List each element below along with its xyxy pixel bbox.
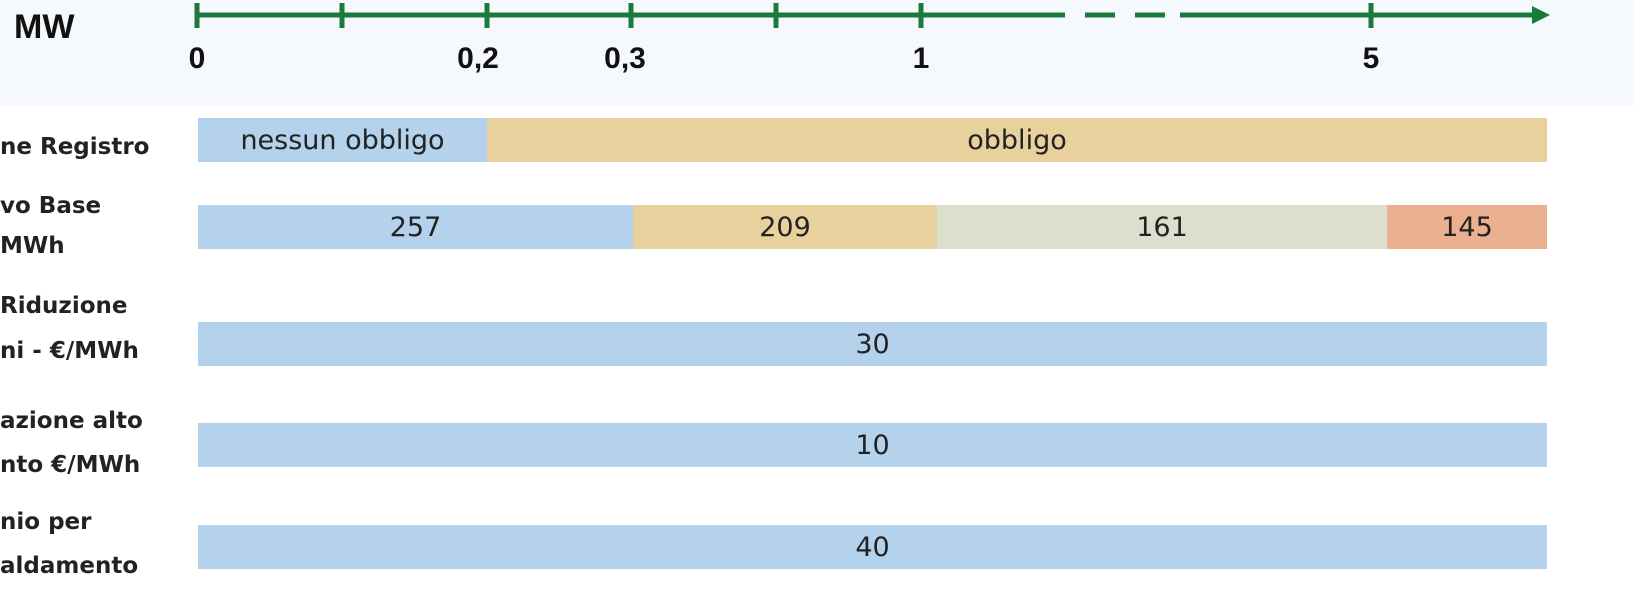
segment: 161 [937, 205, 1387, 249]
axis-arrow [1532, 6, 1550, 24]
row-label: azione alto [0, 408, 143, 434]
segment: nessun obbligo [198, 118, 487, 162]
tick-label: 1 [912, 42, 930, 75]
unit-label: MW [14, 8, 75, 46]
segment: 10 [198, 423, 1547, 467]
segment: 145 [1387, 205, 1547, 249]
row-label: MWh [0, 233, 65, 259]
segment: 257 [198, 205, 633, 249]
tick-label: 0 [188, 42, 206, 75]
tick-label: 5 [1362, 42, 1380, 75]
segment: 30 [198, 322, 1547, 366]
row-label: nto €/MWh [0, 452, 141, 478]
tick-label: 0,3 [604, 42, 646, 75]
row-label: vo Base [0, 193, 102, 219]
row-label: Riduzione [0, 293, 128, 319]
segment: 209 [633, 205, 937, 249]
row-label: ni - €/MWh [0, 338, 139, 364]
segment: 40 [198, 525, 1547, 569]
axis [194, 3, 1550, 28]
tick-label: 0,2 [457, 42, 499, 75]
row-label: nio per [0, 509, 92, 535]
row-label: aldamento [0, 553, 139, 579]
row-label: ne Registro [0, 134, 150, 160]
segment: obbligo [487, 118, 1547, 162]
